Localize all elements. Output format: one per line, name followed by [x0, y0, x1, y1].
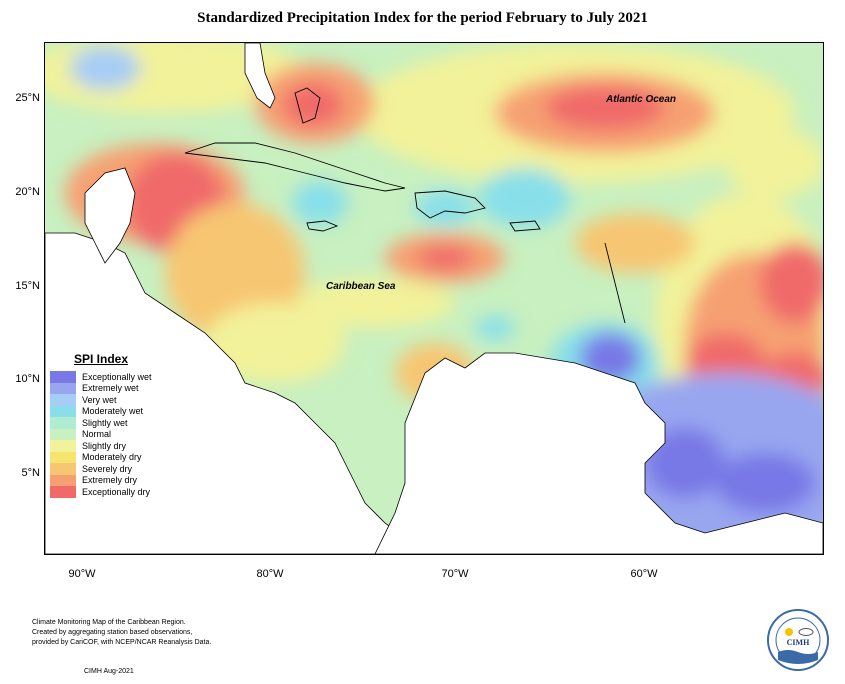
- footer-credit: CIMH Aug-2021: [84, 668, 134, 675]
- lat-label-25n: 25°N: [15, 92, 40, 104]
- legend-swatch: [50, 474, 76, 486]
- legend-label: Very wet: [82, 394, 117, 405]
- wet-zone: [645, 428, 725, 498]
- florida-landmass: [244, 43, 276, 109]
- legend-item: Exceptionally dry: [50, 486, 200, 498]
- spi-field: [45, 43, 823, 553]
- yucatan-landmass: [84, 167, 136, 264]
- lat-label-5n: 5°N: [21, 467, 40, 479]
- legend-swatch: [50, 486, 76, 498]
- footer-line-2: Created by aggregating station based obs…: [32, 629, 193, 636]
- puerto-rico-outline: [509, 220, 541, 232]
- lat-label-20n: 20°N: [15, 186, 40, 198]
- map-title: Standardized Precipitation Index for the…: [197, 10, 648, 26]
- wet-zone: [415, 190, 475, 226]
- map-footer: Climate Monitoring Map of the Caribbean …: [32, 618, 211, 648]
- legend-swatch: [50, 405, 76, 417]
- legend-item: Exceptionally wet: [50, 371, 200, 383]
- wet-zone: [70, 46, 140, 90]
- legend-swatch: [50, 463, 76, 475]
- legend-swatch: [50, 371, 76, 383]
- legend-label: Exceptionally wet: [82, 371, 152, 382]
- footer-line-3: provided by CariCOF, with NCEP/NCAR Rean…: [32, 639, 212, 646]
- wet-zone: [480, 168, 570, 228]
- spi-map-canvas: [45, 43, 823, 554]
- legend-title: SPI Index: [74, 352, 129, 366]
- spi-map: [44, 42, 824, 555]
- lon-label-80w: 80°W: [256, 568, 284, 580]
- legend-label: Moderately dry: [82, 452, 142, 463]
- atlantic-ocean-label: Atlantic Ocean: [606, 94, 677, 105]
- lon-label-60w: 60°W: [630, 568, 658, 580]
- cuba-outline: [184, 142, 406, 192]
- lon-label-90w: 90°W: [68, 568, 96, 580]
- wet-zone: [292, 181, 348, 225]
- spi-legend: SPI Index Exceptionally wet Extremely wet…: [50, 352, 200, 498]
- south-america-landmass: [374, 352, 823, 554]
- footer-line-1: Climate Monitoring Map of the Caribbean …: [32, 619, 186, 626]
- dry-zone: [205, 303, 345, 383]
- legend-item: Slightly wet: [50, 417, 200, 429]
- legend-label: Extremely wet: [82, 383, 139, 394]
- legend-label: Slightly dry: [82, 440, 127, 451]
- caribbean-sea-label: Caribbean Sea: [326, 281, 396, 292]
- legend-label: Normal: [82, 429, 112, 440]
- legend-label: Moderately wet: [82, 406, 144, 417]
- legend-item: Slightly dry: [50, 440, 200, 452]
- logo-text: CIMH: [787, 638, 810, 647]
- legend-item: Extremely dry: [50, 474, 200, 486]
- dry-zone: [760, 243, 823, 323]
- legend-item: Extremely wet: [50, 382, 200, 394]
- bahamas-outline: [294, 87, 321, 124]
- lon-label-70w: 70°W: [441, 568, 469, 580]
- lat-label-15n: 15°N: [15, 280, 40, 292]
- jamaica-outline: [306, 220, 339, 232]
- legend-item: Moderately dry: [50, 451, 200, 463]
- dry-zone: [575, 213, 695, 273]
- legend-swatch: [50, 382, 76, 394]
- legend-swatch: [50, 394, 76, 406]
- legend-label: Exceptionally dry: [82, 486, 151, 497]
- legend-swatch: [50, 440, 76, 452]
- wave-icon: [778, 650, 818, 664]
- dry-zone: [545, 86, 665, 130]
- cloud-icon: [798, 628, 814, 636]
- legend-item: Very wet: [50, 394, 200, 406]
- dry-zone: [283, 83, 343, 127]
- sun-icon: [785, 628, 793, 636]
- legend-swatch: [50, 451, 76, 463]
- dry-zone: [295, 278, 455, 328]
- dry-zone: [417, 246, 473, 270]
- island-outlines: [184, 87, 626, 324]
- legend-item: Severely dry: [50, 463, 200, 475]
- legend-label: Slightly wet: [82, 417, 128, 428]
- lesser-antilles-outline: [604, 242, 626, 324]
- cimh-logo: CIMH: [767, 609, 829, 671]
- legend-swatch: [50, 417, 76, 429]
- dry-zone: [725, 128, 823, 198]
- lat-label-10n: 10°N: [15, 373, 40, 385]
- legend-item: Moderately wet: [50, 405, 200, 417]
- legend-swatch: [50, 428, 76, 440]
- land-masses: [45, 43, 823, 554]
- legend-item: Normal: [50, 428, 200, 440]
- wet-zone: [715, 453, 815, 513]
- hispaniola-outline: [414, 190, 486, 219]
- legend-label: Extremely dry: [82, 475, 138, 486]
- legend-rows: Exceptionally wet Extremely wet Very wet Mo…: [50, 371, 200, 498]
- wet-zone: [475, 316, 515, 340]
- legend-label: Severely dry: [82, 463, 133, 474]
